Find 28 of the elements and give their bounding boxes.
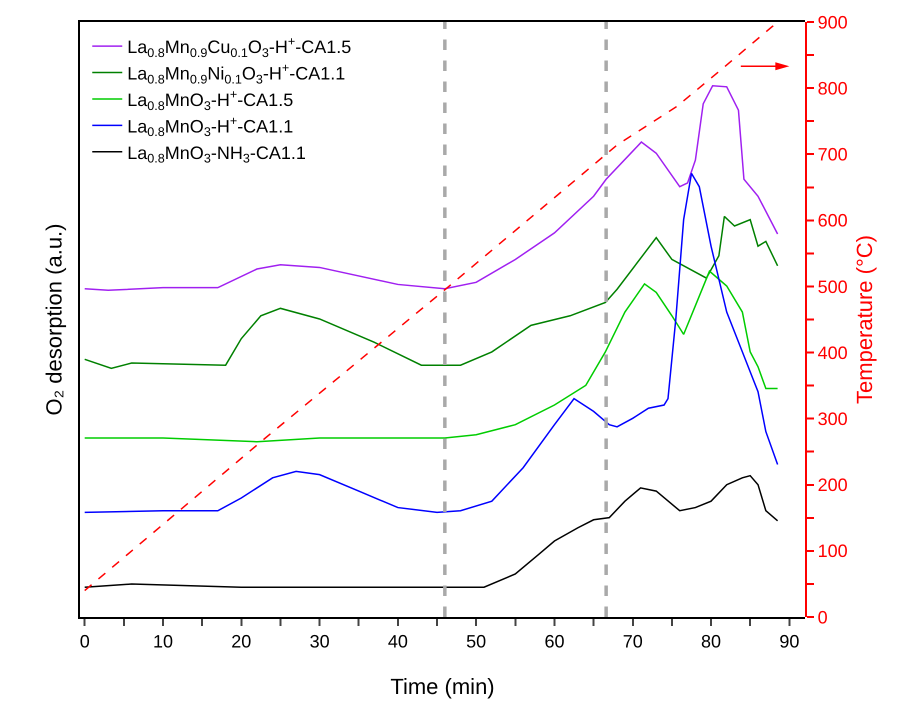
x-tick-label: 90 (779, 632, 800, 652)
x-tick-label: 80 (701, 632, 722, 652)
y-tick-label: 800 (818, 78, 848, 98)
x-tick-label: 60 (544, 632, 564, 652)
y-tick-label: 200 (818, 475, 848, 496)
x-tick-label: 70 (622, 632, 643, 652)
x-tick-label: 0 (80, 632, 90, 652)
x-tick-label: 50 (466, 632, 486, 652)
x-tick-label: 20 (231, 632, 252, 652)
text: La$_{0.8}$Mn$_{0.9}$Ni$_{0.1}$O$_{3}$-H$^{+}$-CA1.1 (127, 61, 346, 86)
y-tick-label: 900 (818, 12, 848, 32)
legend-label: La$_{0.8}$MnO$_{3}$-H$^{+}$-CA1.1 (127, 114, 294, 140)
y-tick-label: 0 (818, 607, 828, 628)
x-tick-label: 30 (310, 632, 330, 652)
legend-label: La$_{0.8}$MnO$_{3}$-H$^{+}$-CA1.5 (127, 87, 294, 113)
legend-label: La$_{0.8}$MnO$_{3}$-NH$_{3}$-CA1.1 (127, 142, 306, 166)
y-tick-label: 700 (818, 144, 848, 165)
text: La$_{0.8}$Mn$_{0.9}$Cu$_{0.1}$O$_{3}$-H$^{+}$-CA1.5 (127, 34, 352, 60)
y-tick-label: 600 (818, 210, 848, 231)
y-axis-title: O₂ desorption (a.u.) (41, 224, 66, 416)
y-tick-label: 300 (818, 408, 848, 429)
y-tick-label: 400 (818, 342, 848, 363)
y-tick-label: 100 (818, 541, 848, 562)
x-tick-label: 40 (388, 632, 408, 652)
y-tick-label: 500 (818, 276, 848, 297)
x-tick-label: 10 (152, 632, 174, 652)
x-axis-title: Time (min) (390, 674, 495, 699)
y-axis-title: Temperature (°C) (852, 235, 878, 404)
